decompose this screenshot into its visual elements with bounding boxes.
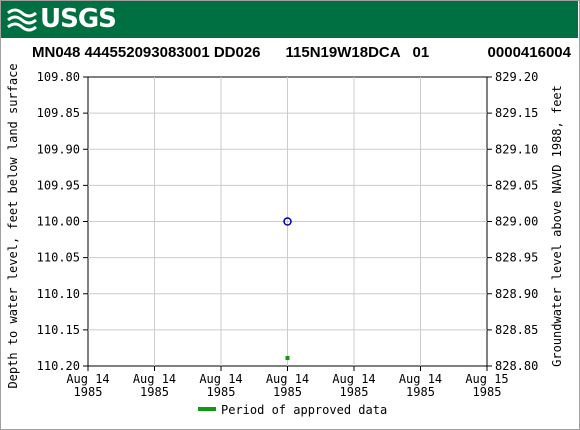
x-tick-label-line1: Aug 14 [399,372,442,386]
x-tick-label-line1: Aug 14 [332,372,375,386]
x-tick-label-line1: Aug 14 [199,372,242,386]
x-tick-label-line2: 1985 [273,385,302,399]
x-tick-label-line1: Aug 14 [66,372,109,386]
data-point [283,217,292,226]
data-marks [283,217,292,360]
right-axis: 829.20 829.15 829.10 829.05 829.00 828.95 828.… [487,70,538,373]
left-tick-label: 110.00 [37,215,80,229]
left-axis-label: Depth to water level, feet below land su… [6,63,20,388]
right-tick-label: 829.20 [495,70,538,84]
left-tick-label: 110.20 [37,359,80,373]
legend-label: Period of approved data [221,403,387,417]
x-tick-label-line1: Aug 15 [465,372,508,386]
legend-swatch [198,407,216,411]
usgs-logo-text: USGS [40,4,117,34]
x-tick-label-line2: 1985 [207,385,236,399]
left-tick-label: 109.80 [37,70,80,84]
right-tick-label: 828.80 [495,359,538,373]
left-tick-label: 110.15 [37,323,80,337]
left-tick-label: 109.85 [37,106,80,120]
right-tick-label: 829.00 [495,215,538,229]
usgs-wave-icon [7,8,37,31]
x-tick-label-line2: 1985 [406,385,435,399]
left-tick-label: 109.90 [37,142,80,156]
x-tick-label-line2: 1985 [140,385,169,399]
usgs-banner: USGS [1,1,578,38]
chart-title: MN048 444552093083001 DD026 115N19W18DCA… [32,44,571,61]
left-tick-label: 110.10 [37,287,80,301]
right-tick-label: 828.95 [495,251,538,265]
x-tick-label-line2: 1985 [74,385,103,399]
grid-lines [88,77,487,366]
x-tick-label-line1: Aug 14 [266,372,309,386]
right-tick-label: 828.90 [495,287,538,301]
right-tick-label: 828.85 [495,323,538,337]
legend: Period of approved data [198,403,387,417]
left-tick-label: 110.05 [37,251,80,265]
right-tick-label: 829.15 [495,106,538,120]
right-tick-label: 829.10 [495,142,538,156]
right-axis-label: Groundwater level above NAVD 1988, feet [550,85,564,367]
x-tick-label-line2: 1985 [473,385,502,399]
right-tick-label: 829.05 [495,178,538,192]
x-tick-label-line1: Aug 14 [133,372,176,386]
left-axis: 109.80 109.85 109.90 109.95 110.00 110.05 110.… [37,70,88,373]
left-tick-label: 109.95 [37,178,80,192]
x-tick-label-line2: 1985 [340,385,369,399]
approved-period-mark [285,356,290,360]
usgs-logo: USGS [7,4,117,35]
